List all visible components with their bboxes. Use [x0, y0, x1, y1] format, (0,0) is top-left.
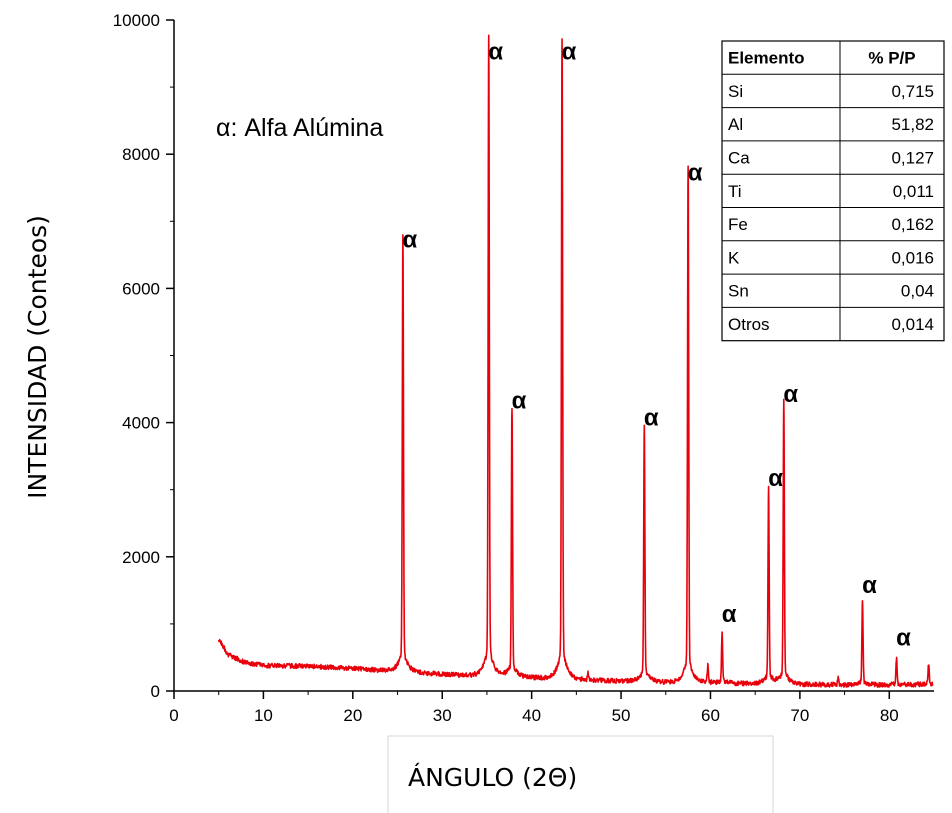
peak-label-alpha: α — [688, 159, 703, 186]
y-tick-label: 6000 — [122, 279, 160, 298]
table-header-cell: Elemento — [728, 49, 805, 68]
x-tick-label: 20 — [343, 706, 362, 725]
table-element-cell: Si — [728, 82, 743, 101]
table-value-cell: 51,82 — [891, 115, 934, 134]
table-value-cell: 0,715 — [891, 82, 934, 101]
plot-area — [217, 34, 934, 688]
peak-label-alpha: α — [512, 388, 527, 415]
y-tick-label: 0 — [151, 682, 160, 701]
y-tick-label: 8000 — [122, 145, 160, 164]
x-tick-label: 30 — [433, 706, 452, 725]
table-element-cell: Al — [728, 115, 743, 134]
table-element-cell: Ti — [728, 182, 742, 201]
peak-label-alpha: α — [768, 465, 783, 492]
peak-label-alpha: α — [783, 381, 798, 408]
alpha-legend-note: α: Alfa Alúmina — [216, 114, 383, 142]
peak-label-alpha: α — [862, 572, 877, 599]
x-axis-title: ÁNGULO (2Θ) — [408, 763, 577, 792]
table-element-cell: K — [728, 248, 740, 267]
table-element-cell: Ca — [728, 149, 750, 168]
composition-table: Elemento % P/P Si 0,715 Al 51,82 Ca 0,127 Ti 0,01… — [721, 40, 945, 342]
x-tick-label: 70 — [790, 706, 809, 725]
table-element-cell: Sn — [728, 282, 749, 301]
diffraction-series-line — [217, 34, 934, 688]
axes: 0 10 20 30 40 50 60 70 80 0 2000 4000 6000 8000 10000 — [113, 11, 934, 725]
x-tick-label: 50 — [612, 706, 631, 725]
table-header-cell: % P/P — [868, 49, 915, 68]
table-value-cell: 0,162 — [891, 215, 934, 234]
peak-label-alpha: α — [403, 227, 418, 254]
table-value-cell: 0,011 — [893, 182, 934, 201]
peak-label-alpha: α — [488, 39, 503, 66]
y-tick-label: 10000 — [113, 11, 160, 30]
peak-label-alpha: α — [722, 601, 737, 628]
table-value-cell: 0,014 — [891, 315, 934, 334]
peak-label-alpha: α — [644, 404, 659, 431]
x-tick-label: 0 — [169, 706, 178, 725]
y-tick-label: 4000 — [122, 414, 160, 433]
y-axis-title: INTENSIDAD (Conteos) — [23, 215, 52, 499]
x-tick-label: 60 — [701, 706, 720, 725]
x-tick-label: 10 — [254, 706, 273, 725]
peak-label-alpha: α — [896, 624, 911, 651]
table-element-cell: Fe — [728, 215, 748, 234]
y-tick-label: 2000 — [122, 548, 160, 567]
table-value-cell: 0,04 — [901, 282, 934, 301]
x-axis-title-box: ÁNGULO (2Θ) — [387, 735, 774, 813]
table-frame — [721, 40, 945, 342]
table-value-cell: 0,016 — [891, 248, 934, 267]
table-value-cell: 0,127 — [891, 149, 934, 168]
x-tick-label: 80 — [880, 706, 899, 725]
x-tick-label: 40 — [522, 706, 541, 725]
peak-label-alpha: α — [562, 39, 577, 66]
table-element-cell: Otros — [728, 315, 770, 334]
